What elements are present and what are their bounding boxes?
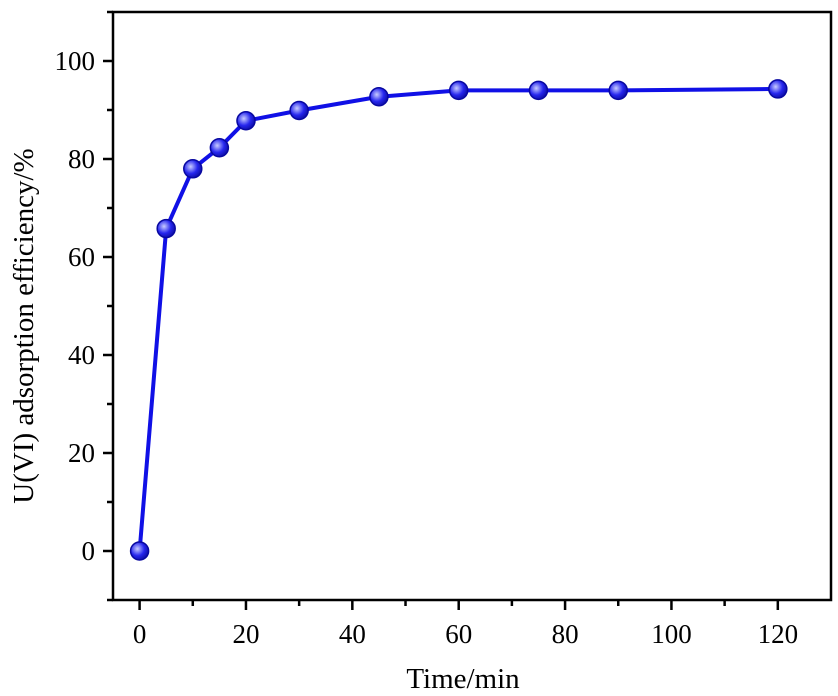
data-point [156, 218, 176, 239]
x-tick-label: 0 [133, 619, 147, 649]
series-layer [129, 79, 788, 561]
data-point [768, 79, 788, 99]
data-point [129, 541, 150, 561]
y-tick-label: 100 [55, 46, 96, 76]
y-tick-label: 60 [68, 242, 95, 272]
x-tick-label: 40 [339, 619, 366, 649]
x-tick-label: 60 [445, 619, 472, 649]
y-axis-ticks: 0 20 40 60 80 100 [55, 10, 113, 602]
plot-frame [111, 10, 833, 602]
x-axis-ticks: 0 20 40 60 80 100 120 [133, 600, 798, 649]
data-point [608, 80, 629, 101]
x-tick-label: 100 [651, 619, 692, 649]
data-point [369, 87, 389, 107]
data-point [236, 111, 256, 131]
x-tick-label: 120 [758, 619, 799, 649]
data-point [183, 159, 203, 179]
y-tick-label: 0 [82, 536, 96, 566]
x-tick-label: 80 [552, 619, 579, 649]
data-point [528, 80, 549, 101]
data-point [289, 100, 309, 121]
x-tick-label: 20 [232, 619, 259, 649]
series-line [137, 86, 778, 552]
y-tick-label: 20 [68, 438, 95, 468]
data-point [209, 137, 230, 158]
y-axis-title: U(VI) adsorption efficiency/% [8, 148, 40, 503]
y-tick-label: 80 [68, 144, 95, 174]
y-tick-label: 40 [68, 340, 95, 370]
data-point [448, 80, 469, 101]
x-axis-title: Time/min [406, 663, 520, 695]
